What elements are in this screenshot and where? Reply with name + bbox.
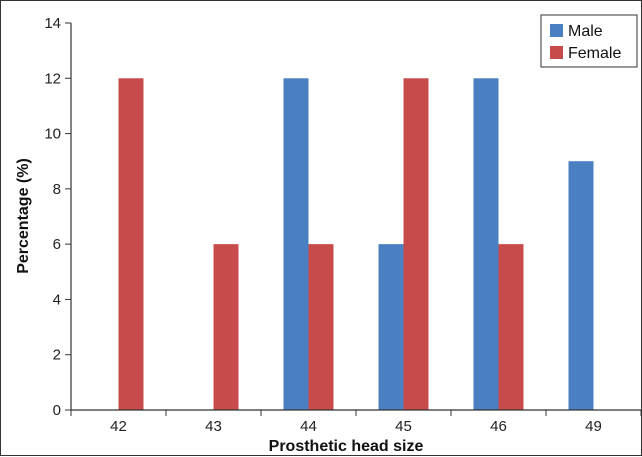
legend: Male Female	[540, 14, 638, 68]
bar-female-45	[403, 78, 429, 411]
legend-swatch-male	[550, 24, 563, 37]
bar-female-46	[498, 244, 524, 410]
y-tick-label: 6	[53, 236, 61, 253]
y-tick-label: 10	[44, 126, 61, 143]
x-tick-label: 45	[395, 418, 412, 435]
y-axis-title: Percentage (%)	[15, 158, 32, 274]
y-tick-label: 8	[53, 181, 61, 198]
bar-male-46	[473, 78, 499, 411]
bar-male-49	[568, 161, 594, 410]
bar-female-43	[213, 244, 239, 410]
y-tick-label: 0	[53, 402, 61, 419]
y-axis-ticks: 0 2 4 6 8 10 12 14	[44, 15, 71, 419]
bar-male-44	[283, 78, 309, 411]
x-tick-label: 43	[205, 418, 222, 435]
bars	[118, 78, 594, 411]
bar-male-45	[378, 244, 404, 410]
y-tick-label: 14	[44, 15, 61, 32]
legend-label-male: Male	[568, 23, 603, 40]
bar-female-42	[118, 78, 144, 411]
bar-female-44	[308, 244, 334, 410]
y-tick-label: 4	[53, 291, 61, 308]
legend-swatch-female	[550, 46, 563, 59]
x-tick-label: 44	[300, 418, 317, 435]
y-tick-label: 2	[53, 347, 61, 364]
x-axis-title: Prosthetic head size	[269, 438, 424, 455]
y-tick-label: 12	[44, 70, 61, 87]
x-tick-label: 42	[110, 418, 127, 435]
x-tick-label: 49	[585, 418, 602, 435]
x-axis-ticks: 42 43 44 45 46 49	[70, 410, 642, 435]
x-tick-label: 46	[490, 418, 507, 435]
legend-label-female: Female	[568, 45, 621, 62]
